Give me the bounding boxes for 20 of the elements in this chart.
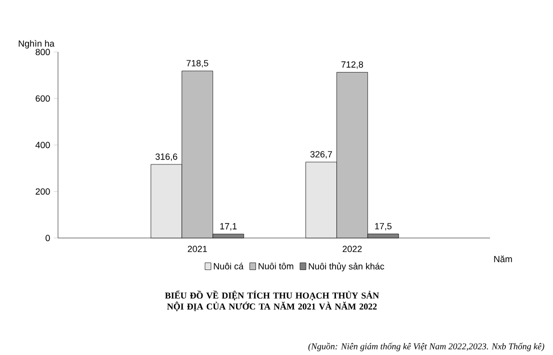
- data-label: 326,7: [310, 151, 332, 159]
- text: BIỂU ĐỒ VỀ DIỆN TÍCH THU HOẠCH THỦY SẢN NỘI ĐỊA CỦA NƯỚC TA NĂM 2021 VÀ NĂM 2022: [165, 290, 379, 312]
- x-tick-label: 2022: [342, 246, 362, 252]
- y-tick-label: 200: [36, 188, 50, 195]
- y-tick-label: 0: [46, 234, 50, 242]
- data-label: 718,5: [186, 60, 208, 68]
- y-tick-label: 600: [36, 95, 50, 102]
- data-label: 316,6: [156, 153, 178, 161]
- y-tick-label: 800: [36, 48, 50, 56]
- data-label: 17,1: [220, 223, 237, 230]
- legend-label: Nuôi thủy sản khác: [308, 262, 384, 272]
- data-label: 712,8: [341, 61, 364, 69]
- y-axis-title: Nghìn ha: [18, 40, 54, 48]
- data-label: 17,5: [375, 223, 392, 230]
- legend-label: Nuôi tôm: [258, 262, 294, 270]
- x-axis-title: Năm: [494, 256, 512, 262]
- x-tick-label: 2021: [188, 246, 207, 252]
- y-tick-label: 400: [35, 142, 50, 148]
- text: (Nguồn: Niên giám thống kê Việt Nam 2022,2023. Nxb Thống kê): [308, 342, 544, 352]
- legend-label: Nuôi cá: [214, 262, 244, 270]
